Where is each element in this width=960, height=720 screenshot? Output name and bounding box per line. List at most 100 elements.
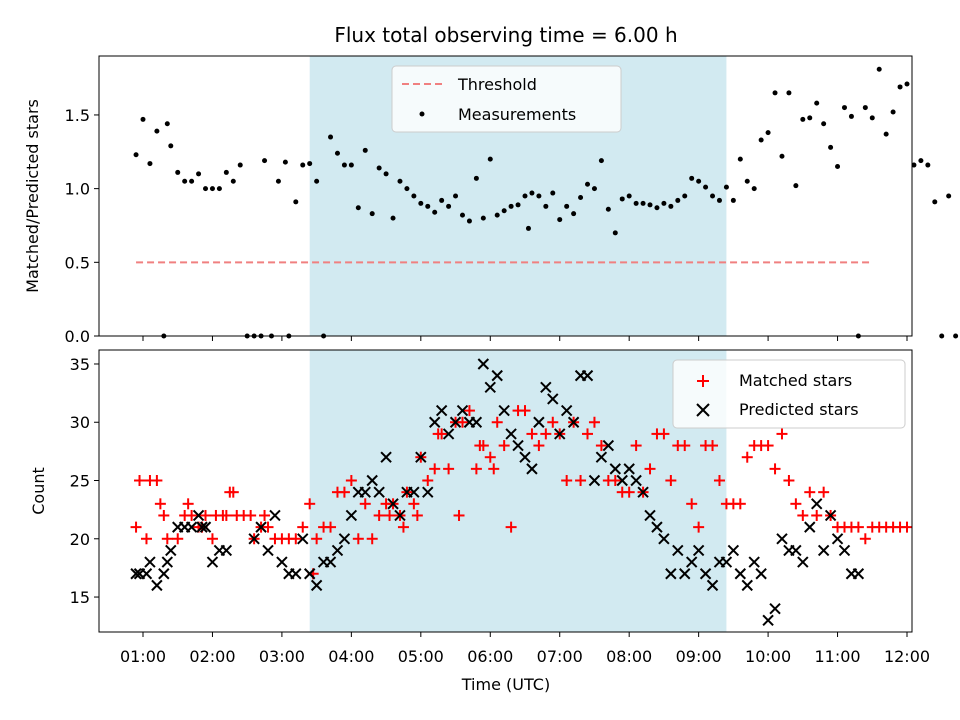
x-tick-label: 10:00: [745, 647, 791, 666]
measurement-point: [571, 211, 577, 217]
matched-star-point: [679, 440, 691, 452]
x-tick-label: 11:00: [814, 647, 860, 666]
measurement-point: [550, 190, 556, 196]
matched-star-point: [259, 509, 271, 521]
matched-star-point: [130, 521, 142, 533]
predicted-star-point: [644, 509, 656, 522]
measurement-point: [633, 200, 639, 206]
measurement-point: [876, 66, 882, 72]
measurement-point: [536, 193, 542, 199]
measurement-point: [473, 175, 479, 181]
top-y-ticks: 0.0 0.5 1.0 1.5: [65, 106, 99, 346]
measurement-point: [328, 134, 334, 140]
matched-star-point: [245, 509, 257, 521]
measurement-point: [543, 203, 549, 209]
predicted-star-point: [498, 404, 510, 417]
legend-measurements-swatch: [419, 111, 425, 117]
measurement-point: [390, 215, 396, 221]
matched-star-point: [582, 428, 594, 440]
predicted-star-point: [699, 568, 712, 580]
matched-star-point: [325, 521, 337, 533]
matched-star-point: [783, 475, 795, 487]
measurement-point: [230, 178, 236, 184]
measurement-point: [446, 203, 452, 209]
measurement-point: [196, 171, 202, 177]
measurement-point: [737, 156, 743, 162]
x-tick-label: 05:00: [398, 647, 444, 666]
measurement-point: [730, 197, 736, 203]
measurement-point: [890, 109, 896, 115]
measurement-point: [154, 128, 160, 134]
predicted-star-point: [651, 521, 663, 533]
measurement-point: [841, 105, 847, 111]
matched-star-point: [762, 440, 774, 452]
legend-threshold-label: Threshold: [457, 75, 537, 94]
matched-star-point: [491, 416, 503, 428]
matched-star-point: [901, 521, 913, 533]
matched-star-point: [498, 440, 510, 452]
measurement-point: [466, 218, 472, 224]
predicted-star-point: [331, 544, 344, 557]
predicted-star-point: [672, 544, 684, 557]
measurement-point: [314, 178, 320, 184]
matched-star-point: [304, 498, 316, 510]
predicted-stars-points: [130, 358, 865, 627]
bottom-y-tick-label: 20: [70, 530, 90, 549]
matched-star-point: [186, 509, 198, 521]
predicted-star-point: [790, 544, 802, 557]
measurement-points: [133, 66, 959, 339]
measurement-point: [758, 137, 764, 143]
measurement-point: [744, 178, 750, 184]
predicted-star-point: [456, 404, 469, 417]
measurement-point: [557, 217, 563, 223]
measurement-point: [883, 131, 889, 137]
predicted-star-point: [776, 533, 788, 545]
predicted-star-point: [685, 556, 698, 568]
top-legend-box: [391, 65, 622, 133]
predicted-star-point: [519, 451, 531, 463]
predicted-star-point: [526, 463, 538, 475]
predicted-star-point: [484, 381, 496, 393]
measurement-point: [203, 186, 209, 192]
predicted-star-point: [581, 369, 594, 382]
predicted-star-point: [415, 451, 427, 463]
predicted-star-point: [324, 556, 337, 568]
matched-star-point: [713, 475, 725, 487]
matched-star-point: [547, 416, 559, 428]
bottom-plot-frame: [98, 349, 913, 633]
x-tick-label: 06:00: [467, 647, 513, 666]
matched-star-point: [769, 463, 781, 475]
matched-star-point: [297, 521, 309, 533]
measurement-point: [675, 197, 681, 203]
measurement-point: [369, 211, 375, 217]
measurement-point: [300, 162, 306, 168]
measurement-point: [800, 116, 806, 122]
matched-star-point: [488, 463, 500, 475]
predicted-star-point: [380, 451, 392, 463]
measurement-point: [723, 184, 729, 190]
measurement-point: [821, 121, 827, 127]
measurement-point: [147, 161, 153, 167]
x-tick-label: 08:00: [606, 647, 652, 666]
matched-star-point: [453, 509, 465, 521]
matched-star-point: [734, 498, 746, 510]
matched-star-point: [373, 509, 385, 521]
measurement-point: [696, 178, 702, 184]
measurement-point: [765, 130, 771, 136]
measurement-point: [355, 205, 361, 211]
top-y-tick-label: 0.0: [65, 327, 90, 346]
measurement-point: [862, 105, 868, 111]
predicted-star-point: [206, 556, 219, 568]
measurement-point: [425, 203, 431, 209]
predicted-star-point: [831, 533, 844, 545]
measurement-point: [612, 230, 618, 236]
measurement-point: [918, 158, 924, 164]
predicted-star-point: [130, 568, 142, 580]
predicted-star-point: [797, 556, 809, 568]
measurement-point: [262, 158, 268, 164]
matched-star-point: [658, 428, 670, 440]
measurement-point: [585, 181, 591, 187]
measurement-point: [578, 194, 584, 200]
x-axis-label: Time (UTC): [461, 675, 550, 694]
matched-star-point: [345, 475, 357, 487]
